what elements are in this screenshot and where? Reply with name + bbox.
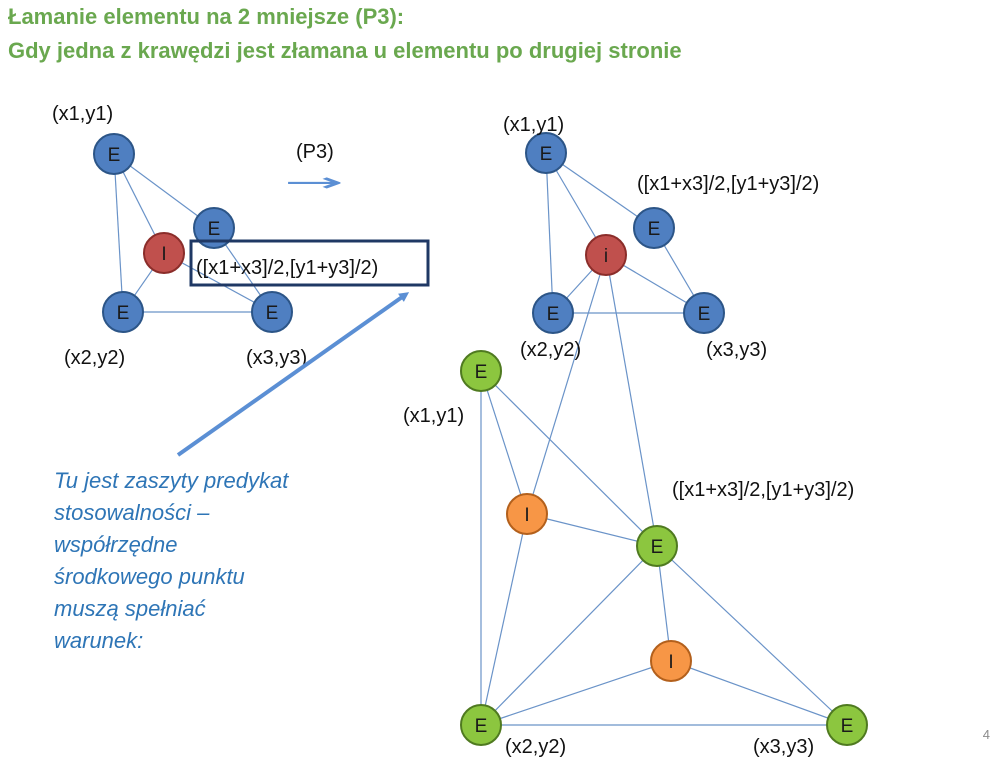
left-graph-edges	[113, 153, 273, 313]
right-bottom-label-midpoint: ([x1+x3]/2,[y1+y3]/2)	[672, 479, 854, 501]
title-line-1: Łamanie elementu na 2 mniejsze (P3):	[8, 4, 405, 29]
left-graph: E E E E I (x1,y1) (x2,y2) (x3,y3) ([x1+x…	[52, 103, 430, 369]
svg-text:I: I	[161, 244, 166, 265]
left-label-midpoint: ([x1+x3]/2,[y1+y3]/2)	[196, 257, 378, 279]
right-top-node-e1: E	[525, 132, 567, 174]
svg-text:I: I	[668, 652, 673, 673]
right-top-node-e2: E	[633, 207, 675, 249]
page-number: 4	[982, 727, 990, 742]
right-top-label-x3y3: (x3,y3)	[706, 339, 767, 361]
svg-text:E: E	[841, 716, 854, 737]
predicate-note: Tu jest zaszyty predykat stosowalności –…	[54, 468, 289, 653]
svg-text:E: E	[547, 304, 560, 325]
right-bottom-node-e-mid: E	[636, 525, 678, 567]
right-bottom-label-x1y1: (x1,y1)	[403, 405, 464, 427]
right-top-edges	[526, 152, 705, 547]
svg-text:E: E	[117, 303, 130, 324]
left-label-x1y1: (x1,y1)	[52, 103, 113, 125]
right-bottom-node-e1: E	[460, 350, 502, 392]
annotation-arrow	[176, 292, 410, 457]
svg-text:E: E	[475, 362, 488, 383]
svg-text:E: E	[475, 716, 488, 737]
svg-text:E: E	[108, 145, 121, 166]
right-bottom-node-i1: I	[506, 493, 548, 535]
right-bottom-label-x3y3: (x3,y3)	[753, 736, 814, 758]
right-bottom-graph: E E E E I I (x1,y1) ([x1+x3]/2,[y1+y3]/2…	[403, 350, 868, 758]
left-node-e4: E	[251, 291, 293, 333]
svg-text:i: i	[604, 246, 608, 267]
production-label: (P3)	[296, 141, 334, 163]
left-node-e1: E	[93, 133, 135, 175]
svg-text:E: E	[651, 537, 664, 558]
right-top-label-x2y2: (x2,y2)	[520, 339, 581, 361]
right-bottom-label-x2y2: (x2,y2)	[505, 736, 566, 758]
right-top-node-i: i	[585, 234, 627, 276]
production-arrow-glyph: →	[284, 168, 344, 198]
right-top-node-e4: E	[683, 292, 725, 334]
right-top-label-midpoint: ([x1+x3]/2,[y1+y3]/2)	[637, 173, 819, 195]
left-label-x3y3: (x3,y3)	[246, 347, 307, 369]
highlight-box	[189, 239, 430, 287]
right-bottom-node-e2: E	[460, 704, 502, 746]
svg-text:E: E	[208, 219, 221, 240]
svg-text:E: E	[698, 304, 711, 325]
right-top-node-e3: E	[532, 292, 574, 334]
production-arrow: (P3) →	[284, 141, 344, 198]
left-label-x2y2: (x2,y2)	[64, 347, 125, 369]
svg-text:E: E	[648, 219, 661, 240]
right-bottom-node-i2: I	[650, 640, 692, 682]
left-node-i: I	[143, 232, 185, 274]
right-bottom-edges	[480, 370, 848, 726]
left-node-e2: E	[193, 207, 235, 249]
right-top-graph: E E E E i (x1,y1) ([x1+x3]/2,[y1+y3]/2) …	[503, 114, 819, 547]
title-line-2: Gdy jedna z krawędzi jest złamana u elem…	[8, 38, 682, 63]
svg-text:E: E	[266, 303, 279, 324]
left-node-e3: E	[102, 291, 144, 333]
right-bottom-node-e3: E	[826, 704, 868, 746]
svg-text:E: E	[540, 144, 553, 165]
svg-text:I: I	[524, 505, 529, 526]
right-top-label-x1y1: (x1,y1)	[503, 114, 564, 136]
